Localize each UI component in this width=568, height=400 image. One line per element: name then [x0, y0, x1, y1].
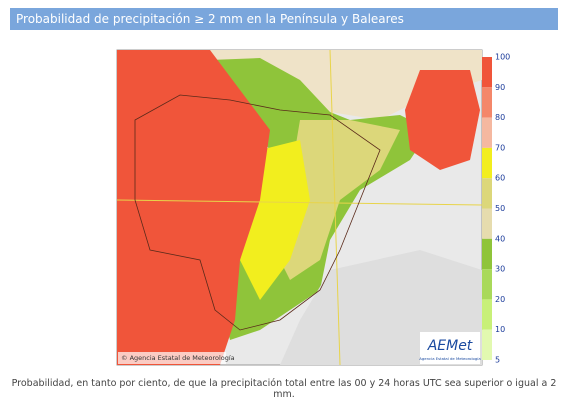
red-zone-east [405, 70, 480, 170]
legend-tick-label: 70 [495, 143, 505, 152]
legend-band [482, 329, 492, 360]
legend-band [482, 208, 492, 239]
header-title: Probabilidad de precipitación ≥ 2 mm en … [10, 8, 558, 30]
legend-band [482, 238, 492, 270]
credit-box [118, 352, 226, 364]
logo-subtitle: Agencia Estatal de Meteorología [419, 356, 480, 361]
legend-tick-label: 20 [495, 295, 505, 304]
caption: Probabilidad, en tanto por ciento, de qu… [11, 378, 557, 400]
legend-tick-label: 30 [495, 265, 505, 274]
meridian-line [329, 49, 341, 366]
iberia-outline [134, 94, 381, 331]
legend-tick-label: 5 [495, 356, 500, 365]
legend-band [482, 87, 492, 118]
legend-tick-label: 40 [495, 234, 505, 243]
legend: 100 90 80 70 60 50 40 30 20 10 5 [482, 53, 510, 365]
logo-box [420, 332, 480, 364]
map-credit: © Agencia Estatal de Meteorología [121, 354, 235, 362]
legend-tick-label: 80 [495, 113, 505, 122]
parallel-line [116, 199, 483, 206]
legend-band [482, 299, 492, 330]
legend-band [482, 117, 492, 148]
legend-tick-label: 100 [495, 53, 510, 62]
legend-tick-label: 90 [495, 83, 505, 92]
red-zone [117, 50, 270, 365]
legend-tick-label: 60 [495, 174, 505, 183]
legend-band [482, 178, 492, 209]
legend-tick-label: 10 [495, 325, 505, 334]
legend-band [482, 269, 492, 300]
legend-band [482, 57, 492, 88]
legend-tick-label: 50 [495, 204, 505, 213]
legend-band [482, 147, 492, 179]
logo: AEMet [427, 338, 473, 354]
